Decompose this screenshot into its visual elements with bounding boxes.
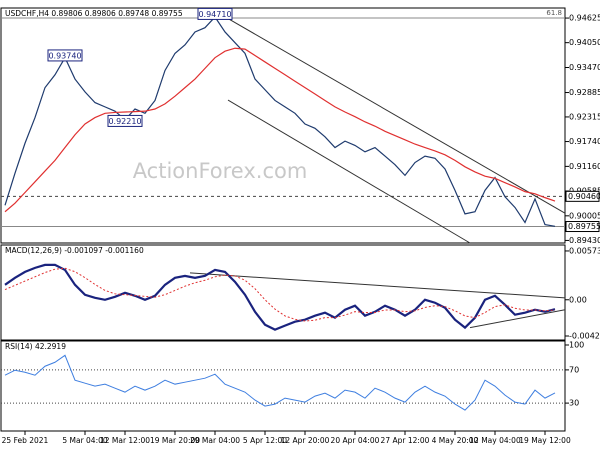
y-tick-label: 100 [569,340,584,349]
y-tick-label: 0.89430 [569,236,600,245]
x-tick-label: 5 Apr 12:00 [243,436,287,445]
panel-title: USDCHF,H4 0.89806 0.89806 0.89748 0.8975… [5,9,183,18]
level-label-box [565,221,600,233]
annotation-label: 0.93740 [48,51,81,60]
annotation-box [197,7,233,20]
level-label: 61.8 [546,9,562,17]
y-tick-label: 70 [569,365,579,374]
level-label: 0.89755 [568,222,600,231]
x-tick-label: 12 May 04:00 [469,436,521,445]
trendline [227,99,471,244]
panel-frame [0,7,566,244]
series-line [4,354,556,411]
annotation-box [47,49,83,62]
trendline [189,272,566,299]
y-tick-label: 0.92315 [569,112,600,121]
series-line [4,16,556,227]
x-tick-label: 27 Apr 12:00 [381,436,430,445]
annotation-box [107,114,143,127]
x-tick-label: 5 Mar 04:00 [62,436,108,445]
level-label: 0.90460 [568,192,600,201]
y-tick-label: 0.00 [569,295,587,304]
watermark: ActionForex.com [133,159,308,183]
x-tick-label: 25 Feb 2021 [2,436,49,445]
annotation-label: 0.92210 [108,117,141,126]
x-tick-label: 12 Mar 12:00 [100,436,150,445]
y-tick-label: 0.91160 [569,162,600,171]
y-tick-label: 0.90005 [569,211,600,220]
x-tick-label: 4 May 20:00 [432,436,479,445]
y-tick-label: 0.91740 [569,137,600,146]
panel-frame [0,244,566,341]
y-tick-label: 30 [569,399,579,408]
x-tick-label: 19 Mar 20:00 [150,436,200,445]
x-tick-label: 19 May 12:00 [519,436,571,445]
panel-title: RSI(14) 42.2919 [5,342,66,351]
y-tick-label: 0.93470 [569,63,600,72]
y-tick-label: 0.94050 [569,38,600,47]
y-tick-label: 0.92885 [569,88,600,97]
x-tick-label: 29 Mar 04:00 [190,436,240,445]
trendline [469,309,566,329]
level-label-box [565,190,600,202]
y-tick-label: 0.005739 [569,246,600,255]
x-tick-label: 12 Apr 20:00 [281,436,330,445]
series-line [4,47,556,213]
annotation-label: 0.94710 [198,10,231,19]
y-tick-label: 0.94625 [569,14,600,23]
y-tick-label: -0.004261 [569,332,600,341]
series-line [4,263,556,331]
panel-frame [0,340,566,432]
trendline [221,14,566,214]
x-tick-label: 20 Apr 04:00 [331,436,380,445]
panel-title: MACD(12,26,9) -0.001097 -0.001160 [5,246,144,255]
series-line [4,267,556,322]
